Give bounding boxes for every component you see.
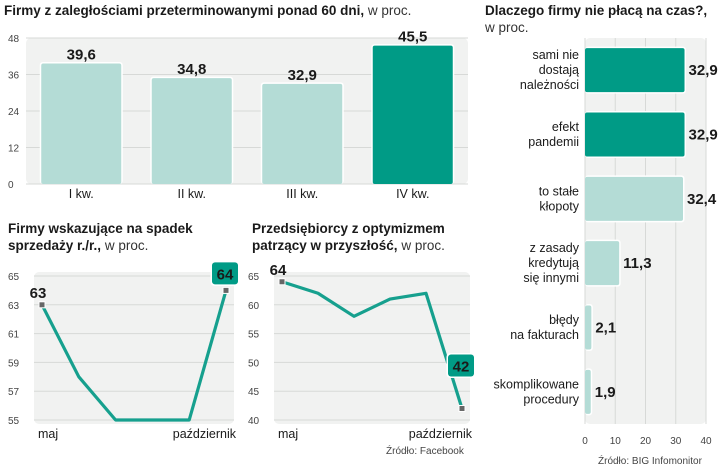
sales-line-chart-title-l2: sprzedaży r./r., [8,238,102,253]
series-line [281,280,464,409]
y-tick-label: 12 [8,144,20,155]
optimism-line-chart-title-unit: w proc. [401,238,445,253]
bar [41,63,122,184]
x-category-label: I kw. [69,187,94,201]
y-category-label: z zasady kredytują się innymi [523,241,579,285]
optimism-line-chart-title: Przedsiębiorcy z optymizmem patrzący w p… [252,220,482,254]
x-label-start: maj [278,427,298,441]
bar [585,176,684,221]
bar [585,48,685,93]
x-category-label: IV kw. [396,187,429,201]
bar [585,241,620,286]
x-label-start: maj [38,427,58,441]
sales-line-chart-title-unit: w proc. [104,238,149,253]
y-tick-label: 60 [248,301,260,312]
x-category-label: III kw. [286,187,318,201]
sales-line-chart: 55 57 59 61 63 65 63 64 maj październik [8,260,240,441]
bar-value-label: 32,9 [288,67,317,84]
start-value-label: 64 [270,262,287,279]
x-tick-label: 40 [700,436,712,447]
end-value-label: 42 [453,358,470,375]
bar-value-label: 39,6 [67,47,96,64]
y-tick-label: 50 [248,358,260,369]
x-category-label: II kw. [178,187,206,201]
y-category-label: efekt pandemii [528,120,579,149]
bar-value-label: 32,9 [689,62,718,79]
bar-chart-title-unit: w proc. [367,3,412,18]
bar-value-label: 45,5 [398,29,427,46]
bar [585,369,591,414]
y-tick-label: 57 [8,387,20,398]
y-tick-label: 24 [8,107,20,118]
optimism-line-chart: 40 45 50 55 60 65 64 42 maj październik [248,262,476,441]
y-tick-label: 61 [8,330,20,341]
y-tick-label: 65 [8,272,20,283]
reasons-hbar-chart: 0 10 20 30 40 32,9 sami nie dostają należności 32… [494,38,718,447]
bar [585,112,685,157]
sales-line-chart-title-l1: Firmy wskazujące na spadek [8,221,193,236]
y-tick-label: 55 [8,416,20,427]
y-tick-label: 59 [8,358,20,369]
plot-background [274,272,470,424]
optimism-line-chart-title-l2: patrzący w przyszłość, [252,238,398,253]
y-tick-label: 65 [248,272,260,283]
quarterly-bar-chart: 0 12 24 36 48 39,6 I kw. 34,8 II kw. 32,9 III kw. 4… [8,29,468,201]
sales-line-chart-title: Firmy wskazujące na spadek sprzedaży r./… [8,220,238,254]
line-chart-source: Źródło: Facebook [386,446,464,457]
bar [262,83,343,184]
bar [372,45,453,184]
bar-chart-title: Firmy z zaległościami przeterminowanymi … [4,2,474,19]
end-badge [448,354,474,377]
y-tick-label: 0 [8,180,14,191]
plot-background [34,272,234,424]
end-value-label: 64 [217,266,234,283]
bar-chart-title-main: Firmy z zaległościami przeterminowanymi … [4,3,365,18]
hbar-chart-title: Dlaczego firmy nie płacą na czas?, w pro… [485,2,715,36]
bar-value-label: 1,9 [595,384,616,401]
y-tick-label: 40 [248,416,260,427]
hbar-chart-title-unit: w proc. [485,20,529,35]
x-tick-label: 30 [670,436,682,447]
endpoint-marker [278,278,286,286]
y-category-label: skomplikowane procedury [494,377,580,406]
endpoint-marker [458,404,466,412]
bar [585,305,592,350]
y-tick-label: 63 [8,301,20,312]
bar-value-label: 32,9 [689,127,718,144]
x-label-end: październik [173,427,237,441]
x-tick-label: 0 [582,436,588,447]
x-tick-label: 20 [640,436,652,447]
y-tick-label: 36 [8,71,20,82]
bar-value-label: 34,8 [177,61,206,78]
bar-value-label: 2,1 [595,320,616,337]
hbar-chart-title-main: Dlaczego firmy nie płacą na czas?, [485,3,708,18]
endpoint-marker [222,286,230,294]
series-line [40,289,228,422]
hbar-chart-source: Źródło: BIG Infomonitor [598,456,702,467]
bar-value-label: 32,4 [687,191,717,208]
bar-value-label: 11,3 [623,255,651,272]
x-label-end: październik [409,427,473,441]
y-tick-label: 48 [8,34,20,45]
x-tick-label: 10 [610,436,622,447]
start-value-label: 63 [30,285,47,302]
endpoint-marker [38,301,46,309]
end-badge [212,262,238,285]
optimism-line-chart-title-l1: Przedsiębiorcy z optymizmem [252,221,445,236]
y-category-label: błędy na fakturach [510,313,580,342]
y-tick-label: 45 [248,387,260,398]
bar [151,78,232,184]
y-category-label: sami nie dostają należności [520,48,579,92]
y-tick-label: 55 [248,330,260,341]
y-category-label: to stałe kłopoty [539,184,580,213]
